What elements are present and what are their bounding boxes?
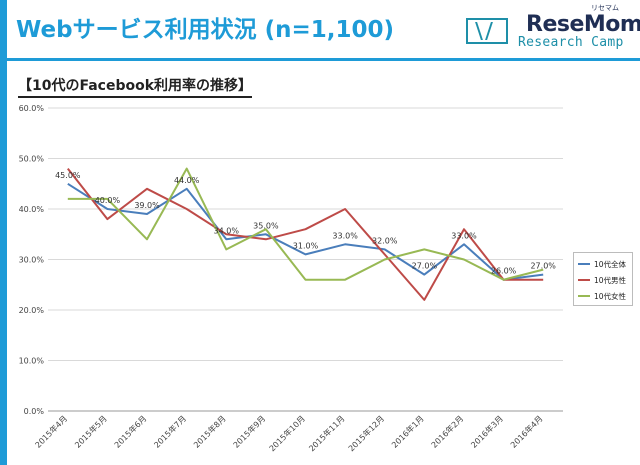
legend-swatch-male	[578, 279, 590, 281]
data-label: 34.0%	[214, 226, 240, 235]
x-tick-label: 2016年1月	[389, 413, 425, 449]
x-tick-label: 2015年5月	[72, 413, 108, 449]
resemom-logo: ReseMom リセマム Research Camp	[466, 4, 640, 52]
data-label: 44.0%	[174, 176, 200, 185]
y-tick-label: 0.0%	[24, 407, 45, 416]
legend-swatch-total	[578, 263, 590, 265]
y-tick-label: 10.0%	[19, 357, 45, 366]
data-label: 40.0%	[95, 196, 121, 205]
data-label: 27.0%	[412, 262, 438, 271]
research-camp-logo-mark	[466, 18, 508, 44]
legend-label-male: 10代男性	[594, 275, 627, 285]
data-label: 26.0%	[491, 267, 517, 276]
logo-name-text: Research Camp	[518, 35, 624, 50]
chart-legend: 10代全体 10代男性 10代女性	[573, 252, 633, 306]
x-tick-label: 2016年4月	[508, 413, 544, 449]
y-tick-label: 40.0%	[19, 205, 45, 214]
header-divider	[7, 58, 640, 61]
logo-brand-text: ReseMom	[526, 12, 640, 37]
legend-item-female: 10代女性	[578, 288, 632, 304]
x-tick-label: 2015年7月	[152, 413, 188, 449]
accent-side-bar	[0, 0, 7, 465]
data-label: 33.0%	[451, 231, 477, 240]
legend-item-male: 10代男性	[578, 272, 632, 288]
series-line-2	[67, 167, 544, 301]
logo-ruby-text: リセマム	[591, 4, 619, 12]
x-tick-label: 2015年11月	[307, 413, 347, 453]
x-tick-label: 2015年8月	[191, 413, 227, 449]
legend-label-female: 10代女性	[594, 291, 627, 301]
chart-title: 【10代のFacebook利用率の推移】	[18, 75, 253, 98]
x-tick-label: 2015年4月	[33, 413, 69, 449]
data-label: 45.0%	[55, 171, 81, 180]
data-label: 27.0%	[530, 262, 556, 271]
data-label: 39.0%	[134, 201, 160, 210]
x-tick-label: 2016年3月	[469, 413, 505, 449]
legend-swatch-female	[578, 295, 590, 297]
data-label: 31.0%	[293, 241, 319, 250]
x-tick-label: 2015年6月	[112, 413, 148, 449]
y-tick-label: 60.0%	[19, 104, 45, 113]
y-tick-label: 20.0%	[19, 306, 45, 315]
data-label: 32.0%	[372, 236, 398, 245]
legend-item-total: 10代全体	[578, 256, 632, 272]
x-tick-label: 2015年10月	[267, 413, 307, 453]
data-label: 33.0%	[332, 231, 358, 240]
x-tick-label: 2015年12月	[346, 413, 386, 453]
y-tick-label: 30.0%	[19, 256, 45, 265]
series-line-3	[67, 167, 544, 281]
x-tick-label: 2016年2月	[429, 413, 465, 449]
page-title: Webサービス利用状況 (n=1,100)	[16, 17, 395, 43]
series-line-1	[67, 182, 544, 281]
data-label: 35.0%	[253, 221, 279, 230]
legend-label-total: 10代全体	[594, 259, 627, 269]
y-tick-label: 50.0%	[19, 155, 45, 164]
x-tick-label: 2015年9月	[231, 413, 267, 449]
